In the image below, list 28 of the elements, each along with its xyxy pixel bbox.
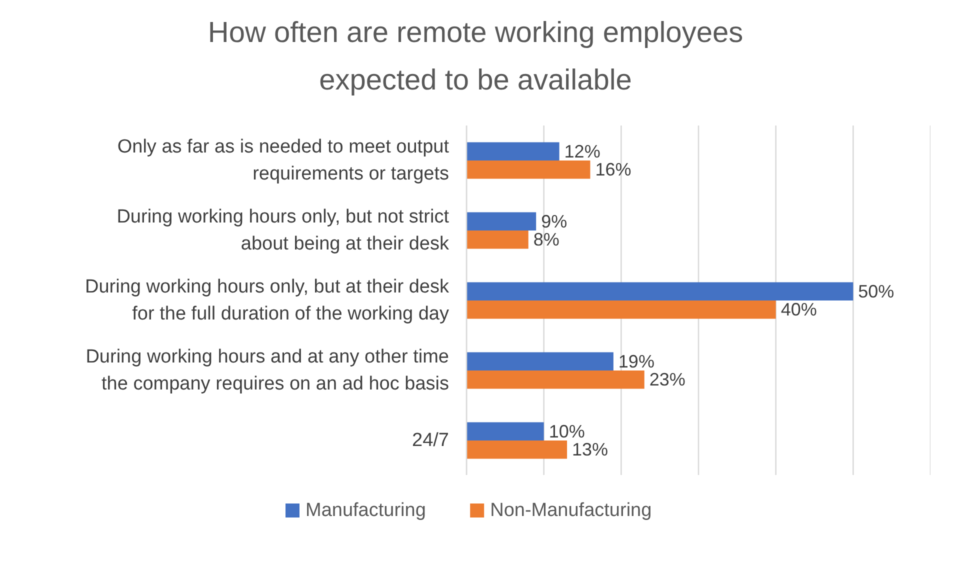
data-label: 8% [533,230,560,250]
y-tick-label: During working hours only, but at their desk for the full duration of the working day [85,276,450,324]
data-label: 9% [541,211,568,232]
chart-title: How often are remote working employees expected to be available [208,17,744,96]
data-label: 40% [780,300,817,320]
data-label: 23% [649,370,686,390]
bar [466,142,560,160]
bar [466,282,854,300]
bar [466,370,644,389]
bar [466,160,590,179]
data-label: 16% [595,160,632,180]
bar [466,422,544,440]
bar [466,230,528,249]
bar [466,300,776,319]
legend-label: Non-Manufacturing [490,500,652,521]
y-tick-label: During working hours and at any other time the company requires on an ad hoc basis [86,346,450,394]
y-tick-label: During working hours only, but not strict about being at their desk [116,206,450,254]
y-tick-label: Only as far as is needed to meet output requirements or targets [117,136,450,184]
data-label: 12% [564,141,600,162]
data-label: 10% [548,421,585,442]
y-tick-label: 24/7 [412,430,450,451]
bar [466,440,568,459]
data-label: 19% [618,351,654,372]
bar [466,352,614,370]
bar [466,212,536,230]
data-label: 50% [858,281,894,302]
data-label: 13% [572,440,608,460]
legend-label: Manufacturing [306,500,426,521]
